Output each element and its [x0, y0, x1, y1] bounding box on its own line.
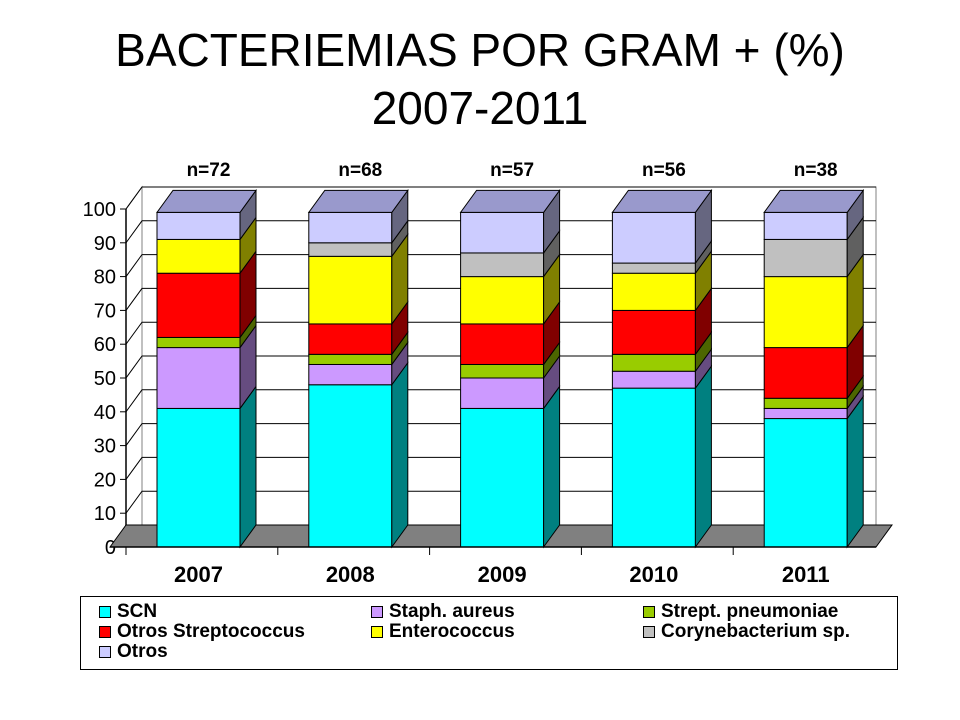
bar-segment — [308, 255, 393, 325]
y-tick-label: 70 — [94, 300, 116, 322]
bar-top — [459, 189, 561, 213]
x-tick-label: 2007 — [174, 562, 223, 587]
y-tick-label: 100 — [83, 199, 116, 221]
bar-segment — [763, 211, 848, 240]
chart-title: BACTERIEMIAS POR GRAM + (%) — [115, 24, 845, 76]
gridline — [125, 186, 876, 210]
y-tick-label: 10 — [94, 503, 116, 525]
bar-segment — [763, 418, 848, 548]
bar-segment — [156, 336, 241, 349]
bar-annotation: n=57 — [490, 160, 534, 181]
bar-segment — [611, 370, 696, 389]
x-tick-label: 2009 — [478, 562, 527, 587]
bar-segment — [308, 363, 393, 386]
bar-top — [611, 189, 713, 213]
bar-top — [763, 189, 865, 213]
legend-swatch — [99, 606, 111, 618]
bar-segment — [156, 347, 241, 409]
bar-segment — [308, 242, 393, 257]
legend-label: SCN — [117, 601, 158, 622]
y-tick-label: 0 — [105, 537, 116, 559]
bar-annotation: n=38 — [794, 160, 838, 181]
bar-segment — [156, 238, 241, 274]
legend-swatch — [99, 626, 111, 638]
legend-swatch — [371, 606, 383, 618]
x-tick-label: 2008 — [326, 562, 375, 587]
legend-label: Otros Streptococcus — [117, 621, 305, 642]
bar-segment — [763, 397, 848, 409]
bar-segment — [460, 407, 545, 548]
bar-segment — [308, 384, 393, 548]
bar-segment — [611, 211, 696, 264]
bar-segment — [156, 407, 241, 548]
y-tick-label: 20 — [94, 469, 116, 491]
bar-segment — [763, 347, 848, 399]
bar-annotation: n=56 — [642, 160, 686, 181]
y-tick-label: 80 — [94, 267, 116, 289]
chart-legend: SCN Staph. aureus Strept. pneumoniae Otros … — [80, 596, 898, 670]
x-tick-label: 2011 — [782, 562, 830, 587]
bar-segment — [156, 272, 241, 338]
y-tick-label: 60 — [94, 334, 116, 356]
bar-segment — [611, 272, 696, 311]
bar-segment — [460, 211, 545, 254]
bar-annotation: n=72 — [187, 160, 231, 181]
y-tick-label: 50 — [94, 368, 116, 390]
bar-segment — [460, 323, 545, 365]
bar-segment — [611, 262, 696, 274]
legend-swatch — [371, 626, 383, 638]
bar-top — [307, 189, 409, 213]
bar-segment — [763, 276, 848, 349]
bar-segment — [308, 211, 393, 244]
y-tick-label: 30 — [94, 436, 116, 458]
y-tick-label: 90 — [94, 233, 116, 255]
bar-segment — [156, 211, 241, 240]
bar-segment — [611, 387, 696, 548]
bar-top — [156, 189, 257, 213]
legend-label: Corynebacterium sp. — [661, 621, 850, 642]
bar-segment-side — [694, 364, 712, 549]
bar-segment — [308, 323, 393, 355]
legend-label: Staph. aureus — [389, 601, 515, 622]
bar-segment — [611, 309, 696, 355]
bar-segment — [763, 238, 848, 278]
bar-segment-side — [846, 395, 864, 549]
legend-swatch — [643, 606, 655, 618]
x-tick-label: 2010 — [629, 562, 678, 587]
bar-segment — [308, 353, 393, 365]
bar-segment — [460, 276, 545, 325]
bar-segment — [763, 407, 848, 420]
chart-subtitle: 2007-2011 — [371, 82, 589, 134]
bar-segment-side — [239, 384, 257, 549]
bar-segment-side — [543, 384, 561, 549]
bar-segment — [460, 252, 545, 278]
legend-label: Otros — [117, 641, 168, 662]
legend-label: Strept. pneumoniae — [661, 601, 839, 622]
legend-swatch — [643, 626, 655, 638]
bar-segment — [460, 377, 545, 409]
y-tick-label: 40 — [94, 402, 116, 424]
bar-segment — [460, 363, 545, 379]
legend-label: Enterococcus — [389, 621, 515, 642]
bar-annotation: n=68 — [338, 160, 382, 181]
bar-segment-side — [391, 361, 409, 549]
bar-segment — [611, 353, 696, 372]
legend-swatch — [99, 646, 111, 658]
